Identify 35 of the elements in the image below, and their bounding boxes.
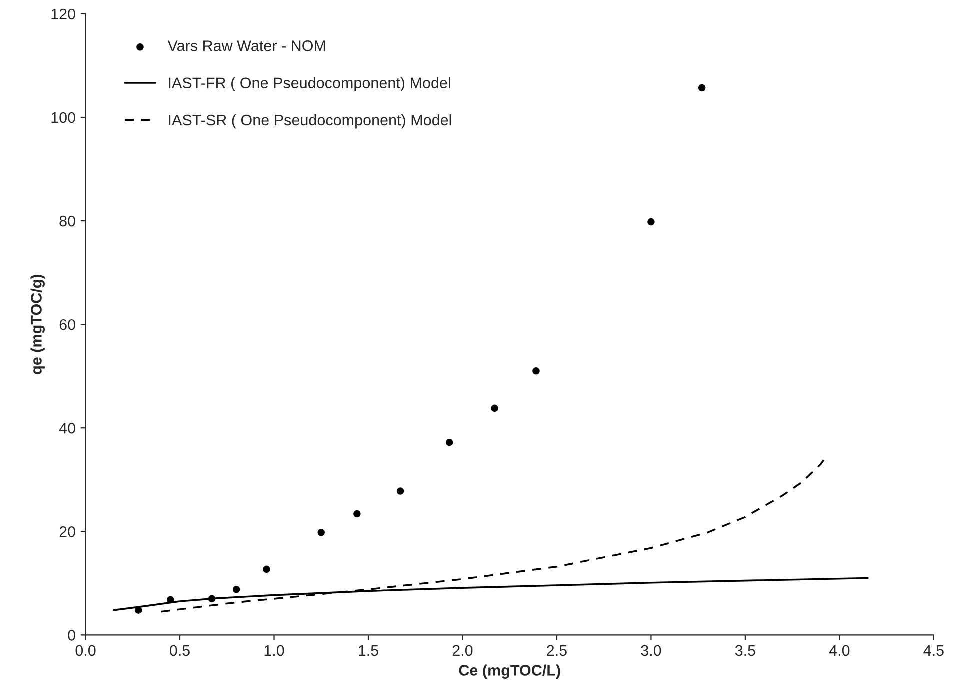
y-tick-label: 120 [52,8,76,20]
x-tick-label: 1.0 [264,645,284,656]
point [232,586,240,594]
point [208,595,216,603]
x-tick-label: 2.0 [452,645,473,656]
legend-label: Vars Raw Water - NOM [168,40,326,52]
y-tick-label: 40 [59,422,76,434]
y-tick-label: 0 [68,630,76,641]
x-tick-label: 1.5 [359,645,378,656]
point [491,404,498,412]
point [166,596,174,604]
x-tick-label: 0.0 [76,645,96,656]
x-tick-label: 2.5 [547,645,567,656]
y-tick-label: 20 [60,526,76,538]
x-tick-label: 3.5 [735,645,756,656]
point [263,566,270,574]
x-tick-label: 3.0 [641,645,662,656]
x-tick-label: 4.5 [924,645,944,656]
y-tick-label: 60 [60,319,76,330]
y-tick-label: 80 [60,216,76,227]
point [648,218,655,226]
legend-label: IAST-FR ( One Pseudocomponent) Model [169,77,450,92]
point [354,510,361,518]
legend-label: IAST-SR ( One Pseudocomponent) Model [169,114,452,129]
y-tick-label: 100 [52,112,76,124]
y-axis-title: qe (mgTOC/g) [30,274,46,374]
x-tick-label: 0.5 [170,645,190,656]
point [446,438,454,446]
point [134,606,142,614]
x-axis-title: Ce (mgTOC/L) [459,664,560,680]
point [318,529,326,536]
point [532,368,540,375]
point [698,84,706,92]
x-tick-label: 4.0 [829,645,850,656]
point [396,488,404,495]
